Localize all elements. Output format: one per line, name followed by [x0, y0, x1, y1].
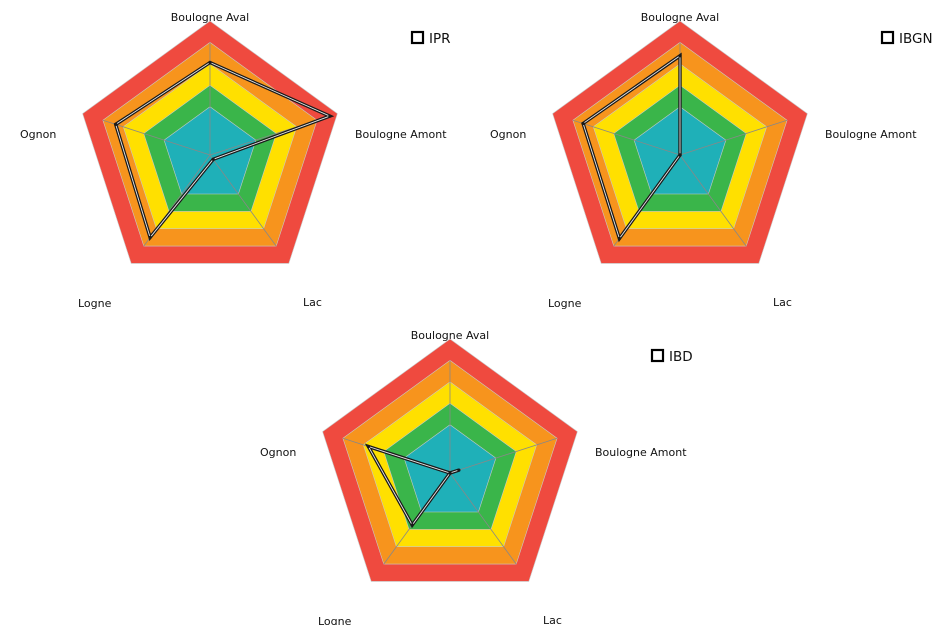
- axis-spoke: [102, 119, 211, 156]
- legend-label: IBD: [669, 349, 693, 365]
- axis-label: Boulogne Amont: [825, 128, 917, 141]
- legend-swatch: [650, 348, 665, 363]
- legend-swatch: [880, 30, 895, 45]
- axis-label: Ognon: [260, 446, 296, 459]
- axis-label: Lac: [773, 296, 792, 309]
- axis-label: Lac: [543, 614, 562, 625]
- radar-chart-ibgn: Boulogne Aval Boulogne Amont Lac Logne Ognon…: [490, 11, 933, 310]
- axis-spoke: [449, 472, 517, 565]
- data-point-3: [448, 471, 452, 475]
- data-point-2: [328, 114, 332, 118]
- data-point-1: [678, 54, 682, 58]
- axis-label: Boulogne Aval: [411, 329, 489, 342]
- axis-label: Lac: [303, 296, 322, 309]
- radar-chart-ipr: Boulogne Aval Boulogne Amont Lac Logne Ognon…: [20, 11, 451, 310]
- series-polygon-highlight: [115, 61, 331, 239]
- legend-label: IPR: [429, 31, 451, 47]
- legend-swatch: [410, 30, 425, 45]
- axis-spoke: [679, 119, 788, 156]
- data-point-1: [208, 60, 212, 65]
- data-point-5: [581, 121, 585, 126]
- axis-label: Logne: [318, 615, 352, 625]
- axis-label: Ognon: [20, 128, 56, 141]
- radar-chart-ibd: Boulogne Aval Boulogne Amont Lac Logne Ognon…: [260, 329, 693, 625]
- axis-spoke: [679, 154, 747, 247]
- data-point-4: [148, 235, 152, 239]
- axis-spoke: [209, 154, 277, 247]
- data-point-2: [457, 468, 461, 472]
- axis-spoke: [449, 437, 558, 474]
- data-point-4: [617, 236, 621, 241]
- data-point-3: [211, 157, 215, 161]
- axis-spoke: [572, 119, 681, 156]
- axis-label: Boulogne Aval: [171, 11, 249, 24]
- data-point-4: [410, 523, 414, 527]
- data-point-5: [366, 444, 370, 449]
- axis-label: Boulogne Amont: [355, 128, 447, 141]
- data-point-3: [678, 153, 682, 157]
- axis-label: Logne: [548, 297, 582, 310]
- axis-label: Ognon: [490, 128, 526, 141]
- data-point-5: [114, 122, 118, 126]
- axis-label: Logne: [78, 297, 112, 310]
- legend-label: IBGN: [899, 31, 933, 47]
- axis-label: Boulogne Aval: [641, 11, 719, 24]
- axis-label: Boulogne Amont: [595, 446, 687, 459]
